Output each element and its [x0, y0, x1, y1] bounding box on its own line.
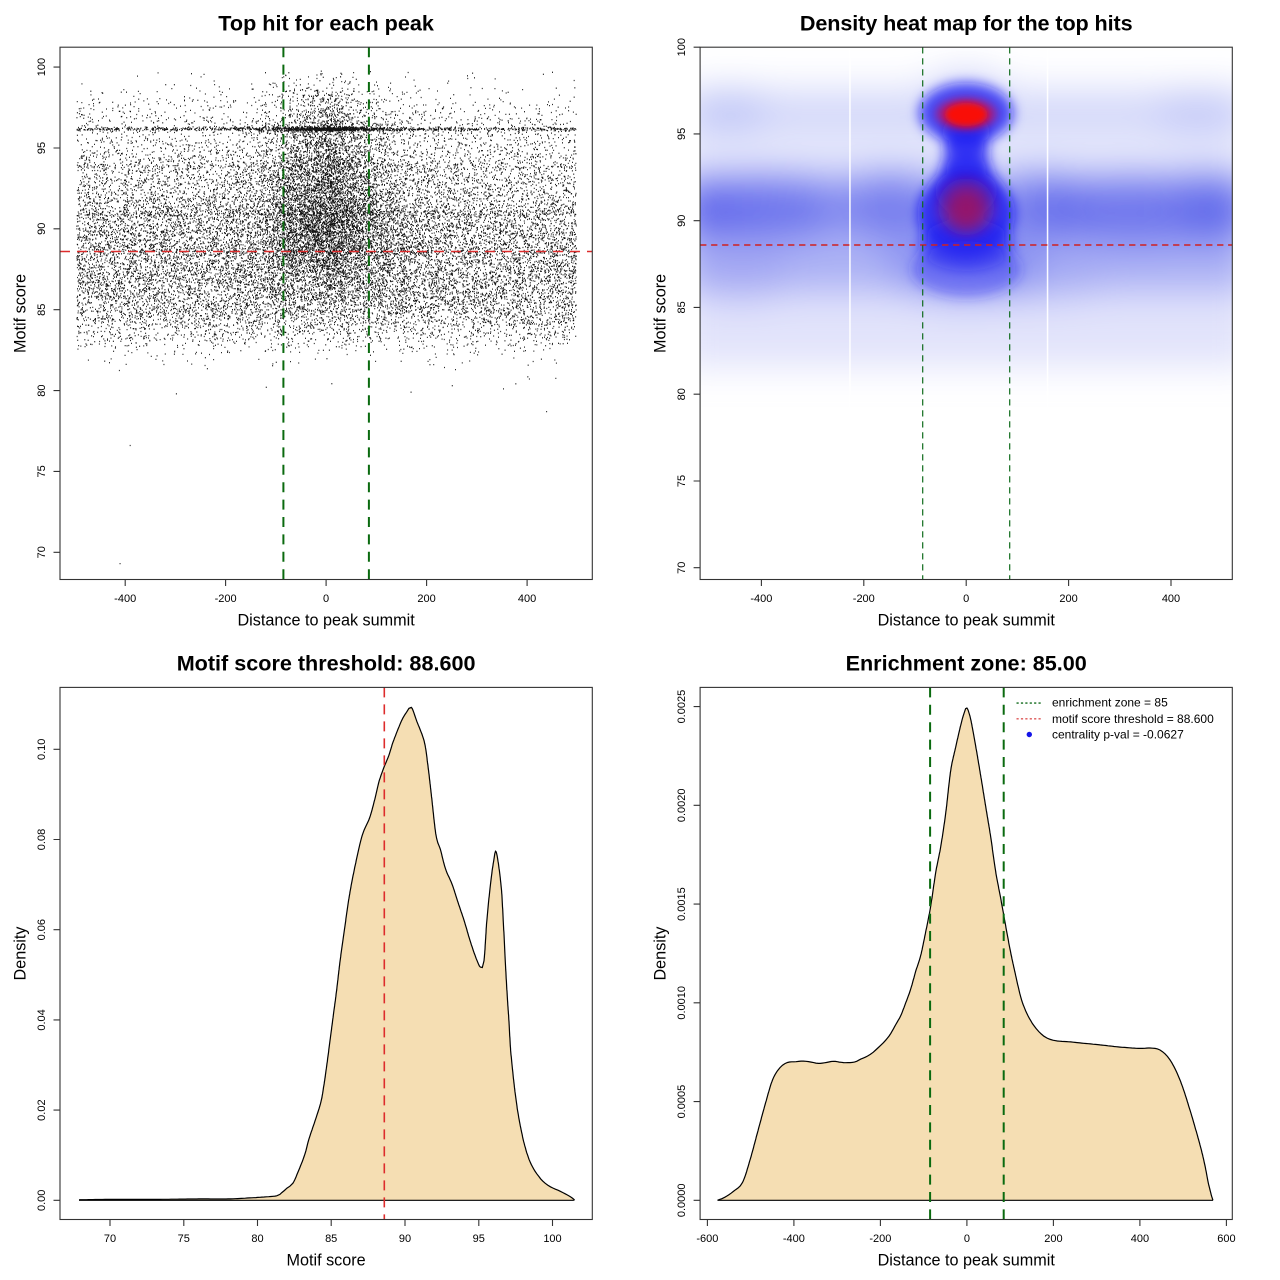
- svg-text:Distance to peak summit: Distance to peak summit: [237, 612, 415, 630]
- svg-text:200: 200: [417, 593, 435, 605]
- svg-text:85: 85: [325, 1233, 337, 1245]
- svg-text:Motif score: Motif score: [652, 274, 670, 353]
- svg-text:0.0025: 0.0025: [676, 690, 688, 724]
- svg-text:90: 90: [399, 1233, 411, 1245]
- svg-text:100: 100: [543, 1233, 561, 1245]
- svg-text:0.00: 0.00: [36, 1190, 48, 1211]
- svg-text:motif score threshold = 88.600: motif score threshold = 88.600: [1052, 712, 1214, 726]
- svg-text:0: 0: [963, 593, 969, 605]
- svg-text:0.0015: 0.0015: [676, 887, 688, 921]
- svg-text:200: 200: [1044, 1233, 1062, 1245]
- svg-text:400: 400: [518, 593, 536, 605]
- svg-text:-600: -600: [696, 1233, 718, 1245]
- svg-text:Density heat map for the top h: Density heat map for the top hits: [800, 10, 1133, 35]
- svg-text:Motif score: Motif score: [12, 274, 30, 353]
- svg-text:75: 75: [676, 475, 688, 487]
- svg-text:-200: -200: [215, 593, 237, 605]
- svg-text:70: 70: [36, 546, 48, 558]
- svg-text:80: 80: [36, 384, 48, 396]
- svg-text:75: 75: [36, 465, 48, 477]
- svg-text:Density: Density: [652, 926, 670, 981]
- svg-text:75: 75: [178, 1233, 190, 1245]
- svg-text:0.0005: 0.0005: [676, 1085, 688, 1119]
- svg-text:400: 400: [1131, 1233, 1149, 1245]
- svg-text:0: 0: [323, 593, 329, 605]
- svg-text:-200: -200: [869, 1233, 891, 1245]
- svg-text:80: 80: [676, 388, 688, 400]
- svg-text:0.04: 0.04: [36, 1009, 48, 1030]
- svg-text:0.0000: 0.0000: [676, 1183, 688, 1217]
- svg-text:0.02: 0.02: [36, 1099, 48, 1120]
- svg-text:85: 85: [676, 301, 688, 313]
- svg-text:enrichment zone = 85: enrichment zone = 85: [1052, 696, 1168, 710]
- svg-text:90: 90: [36, 223, 48, 235]
- svg-text:Distance to peak summit: Distance to peak summit: [878, 612, 1056, 630]
- svg-text:70: 70: [676, 562, 688, 574]
- svg-text:100: 100: [36, 58, 48, 76]
- svg-text:85: 85: [36, 304, 48, 316]
- svg-text:0.08: 0.08: [36, 829, 48, 850]
- svg-text:100: 100: [676, 38, 688, 56]
- svg-text:200: 200: [1059, 593, 1077, 605]
- svg-text:0.06: 0.06: [36, 919, 48, 940]
- svg-text:Top hit for each peak: Top hit for each peak: [218, 10, 435, 35]
- svg-text:Enrichment zone: 85.00: Enrichment zone: 85.00: [846, 651, 1087, 676]
- svg-text:0: 0: [964, 1233, 970, 1245]
- svg-text:95: 95: [36, 142, 48, 154]
- svg-text:-400: -400: [114, 593, 136, 605]
- svg-text:90: 90: [676, 215, 688, 227]
- svg-text:80: 80: [251, 1233, 263, 1245]
- svg-text:Motif score threshold: 88.600: Motif score threshold: 88.600: [177, 651, 476, 676]
- svg-text:70: 70: [104, 1233, 116, 1245]
- svg-text:Density: Density: [12, 926, 30, 981]
- svg-text:0.0020: 0.0020: [676, 788, 688, 822]
- svg-text:centrality p-val = -0.0627: centrality p-val = -0.0627: [1052, 728, 1184, 742]
- svg-text:Distance to peak summit: Distance to peak summit: [878, 1252, 1056, 1270]
- svg-text:600: 600: [1217, 1233, 1235, 1245]
- svg-text:400: 400: [1162, 593, 1180, 605]
- svg-text:95: 95: [473, 1233, 485, 1245]
- svg-text:0.0010: 0.0010: [676, 986, 688, 1020]
- svg-text:-400: -400: [783, 1233, 805, 1245]
- svg-text:0.10: 0.10: [36, 739, 48, 760]
- svg-text:Motif score: Motif score: [287, 1252, 366, 1270]
- svg-text:-200: -200: [853, 593, 875, 605]
- svg-text:95: 95: [676, 128, 688, 140]
- svg-text:-400: -400: [750, 593, 772, 605]
